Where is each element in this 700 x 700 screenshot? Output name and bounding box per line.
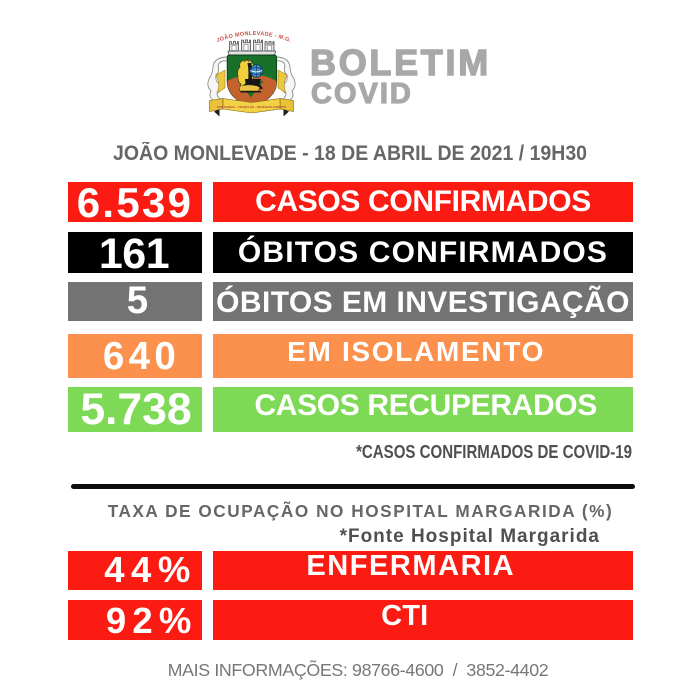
svg-text:SIDERURGIA · TRABALHO · DESENV: SIDERURGIA · TRABALHO · DESENVOLVIMENTO: [217, 105, 286, 109]
